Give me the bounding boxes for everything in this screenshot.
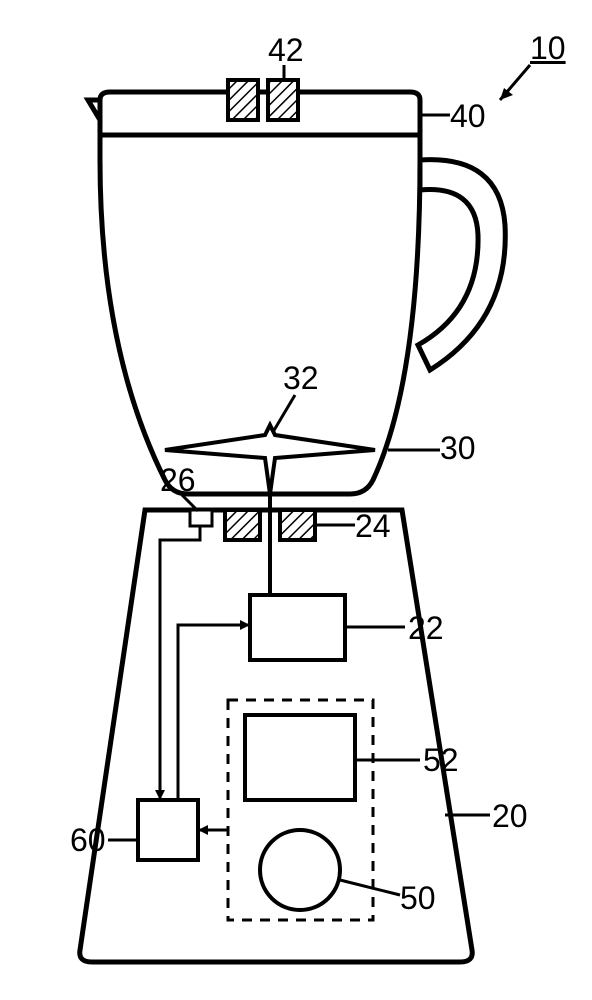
label-motor: 22 — [408, 610, 444, 647]
dial-shape — [260, 830, 340, 910]
label-sensor: 26 — [160, 462, 196, 499]
label-jar: 30 — [440, 430, 476, 467]
label-base: 20 — [492, 798, 528, 835]
controller-shape — [138, 800, 198, 860]
label-dial: 50 — [400, 880, 436, 917]
sensor-shape — [190, 510, 212, 526]
display-shape — [245, 715, 355, 800]
label-controller: 60 — [70, 822, 106, 859]
label-lid-cap: 42 — [268, 32, 304, 69]
label-blade: 32 — [283, 360, 319, 397]
label-coupling: 24 — [355, 508, 391, 545]
motor-shape — [250, 595, 345, 660]
label-display: 52 — [423, 742, 459, 779]
label-lid: 40 — [450, 98, 486, 135]
label-assembly: 10 — [530, 30, 566, 67]
handle-shape — [418, 160, 505, 370]
